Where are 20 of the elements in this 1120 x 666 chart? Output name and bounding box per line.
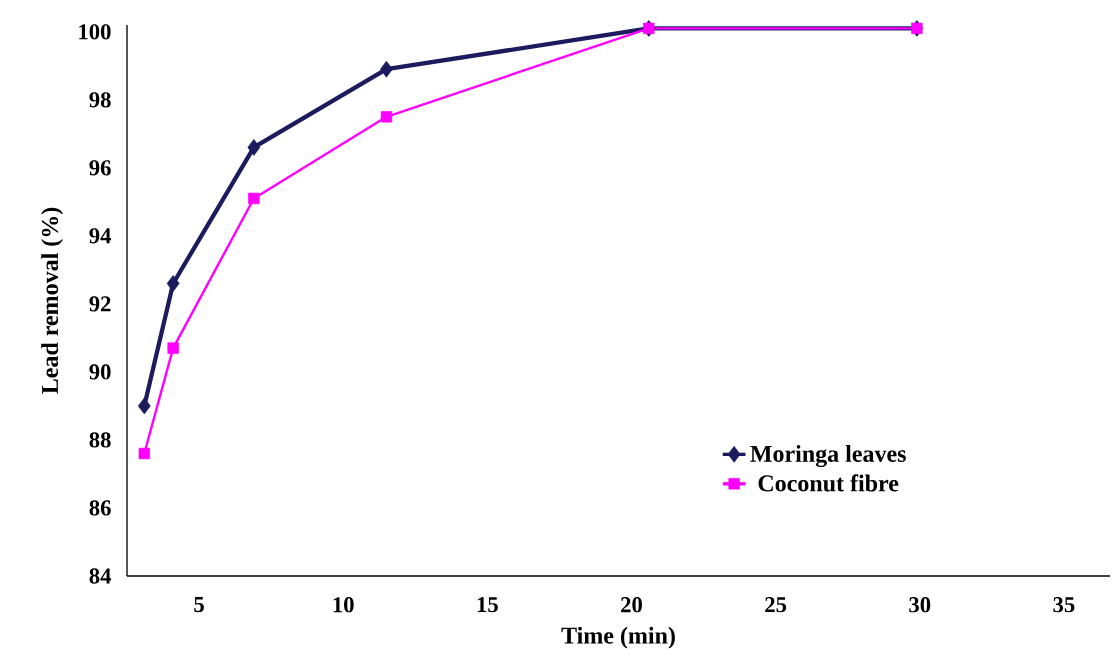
y-tick-label: 88 (89, 432, 111, 448)
x-tick-label: 15 (477, 597, 498, 613)
x-tick-label: 10 (333, 597, 354, 613)
y-tick-label: 86 (89, 500, 111, 516)
legend-label: Moringa leaves (750, 445, 906, 467)
y-tick-label: 100 (79, 24, 111, 40)
y-tick-label: 98 (89, 92, 111, 108)
y-tick-label: 96 (89, 160, 111, 176)
x-tick-label: 30 (909, 597, 931, 613)
y-tick-label: 94 (89, 228, 112, 244)
y-tick-label: 84 (89, 568, 112, 584)
x-tick-label: 25 (765, 597, 787, 613)
x-tick-label: 5 (194, 597, 204, 613)
y-tick-label: 92 (89, 296, 111, 312)
x-tick-label: 35 (1053, 597, 1075, 613)
y-axis-title: Lead removal (%) (41, 207, 63, 394)
y-tick-label: 90 (89, 364, 111, 380)
legend-label: Coconut fibre (758, 474, 899, 492)
x-tick-label: 20 (621, 597, 642, 613)
x-axis-title: Time (min) (561, 626, 675, 649)
